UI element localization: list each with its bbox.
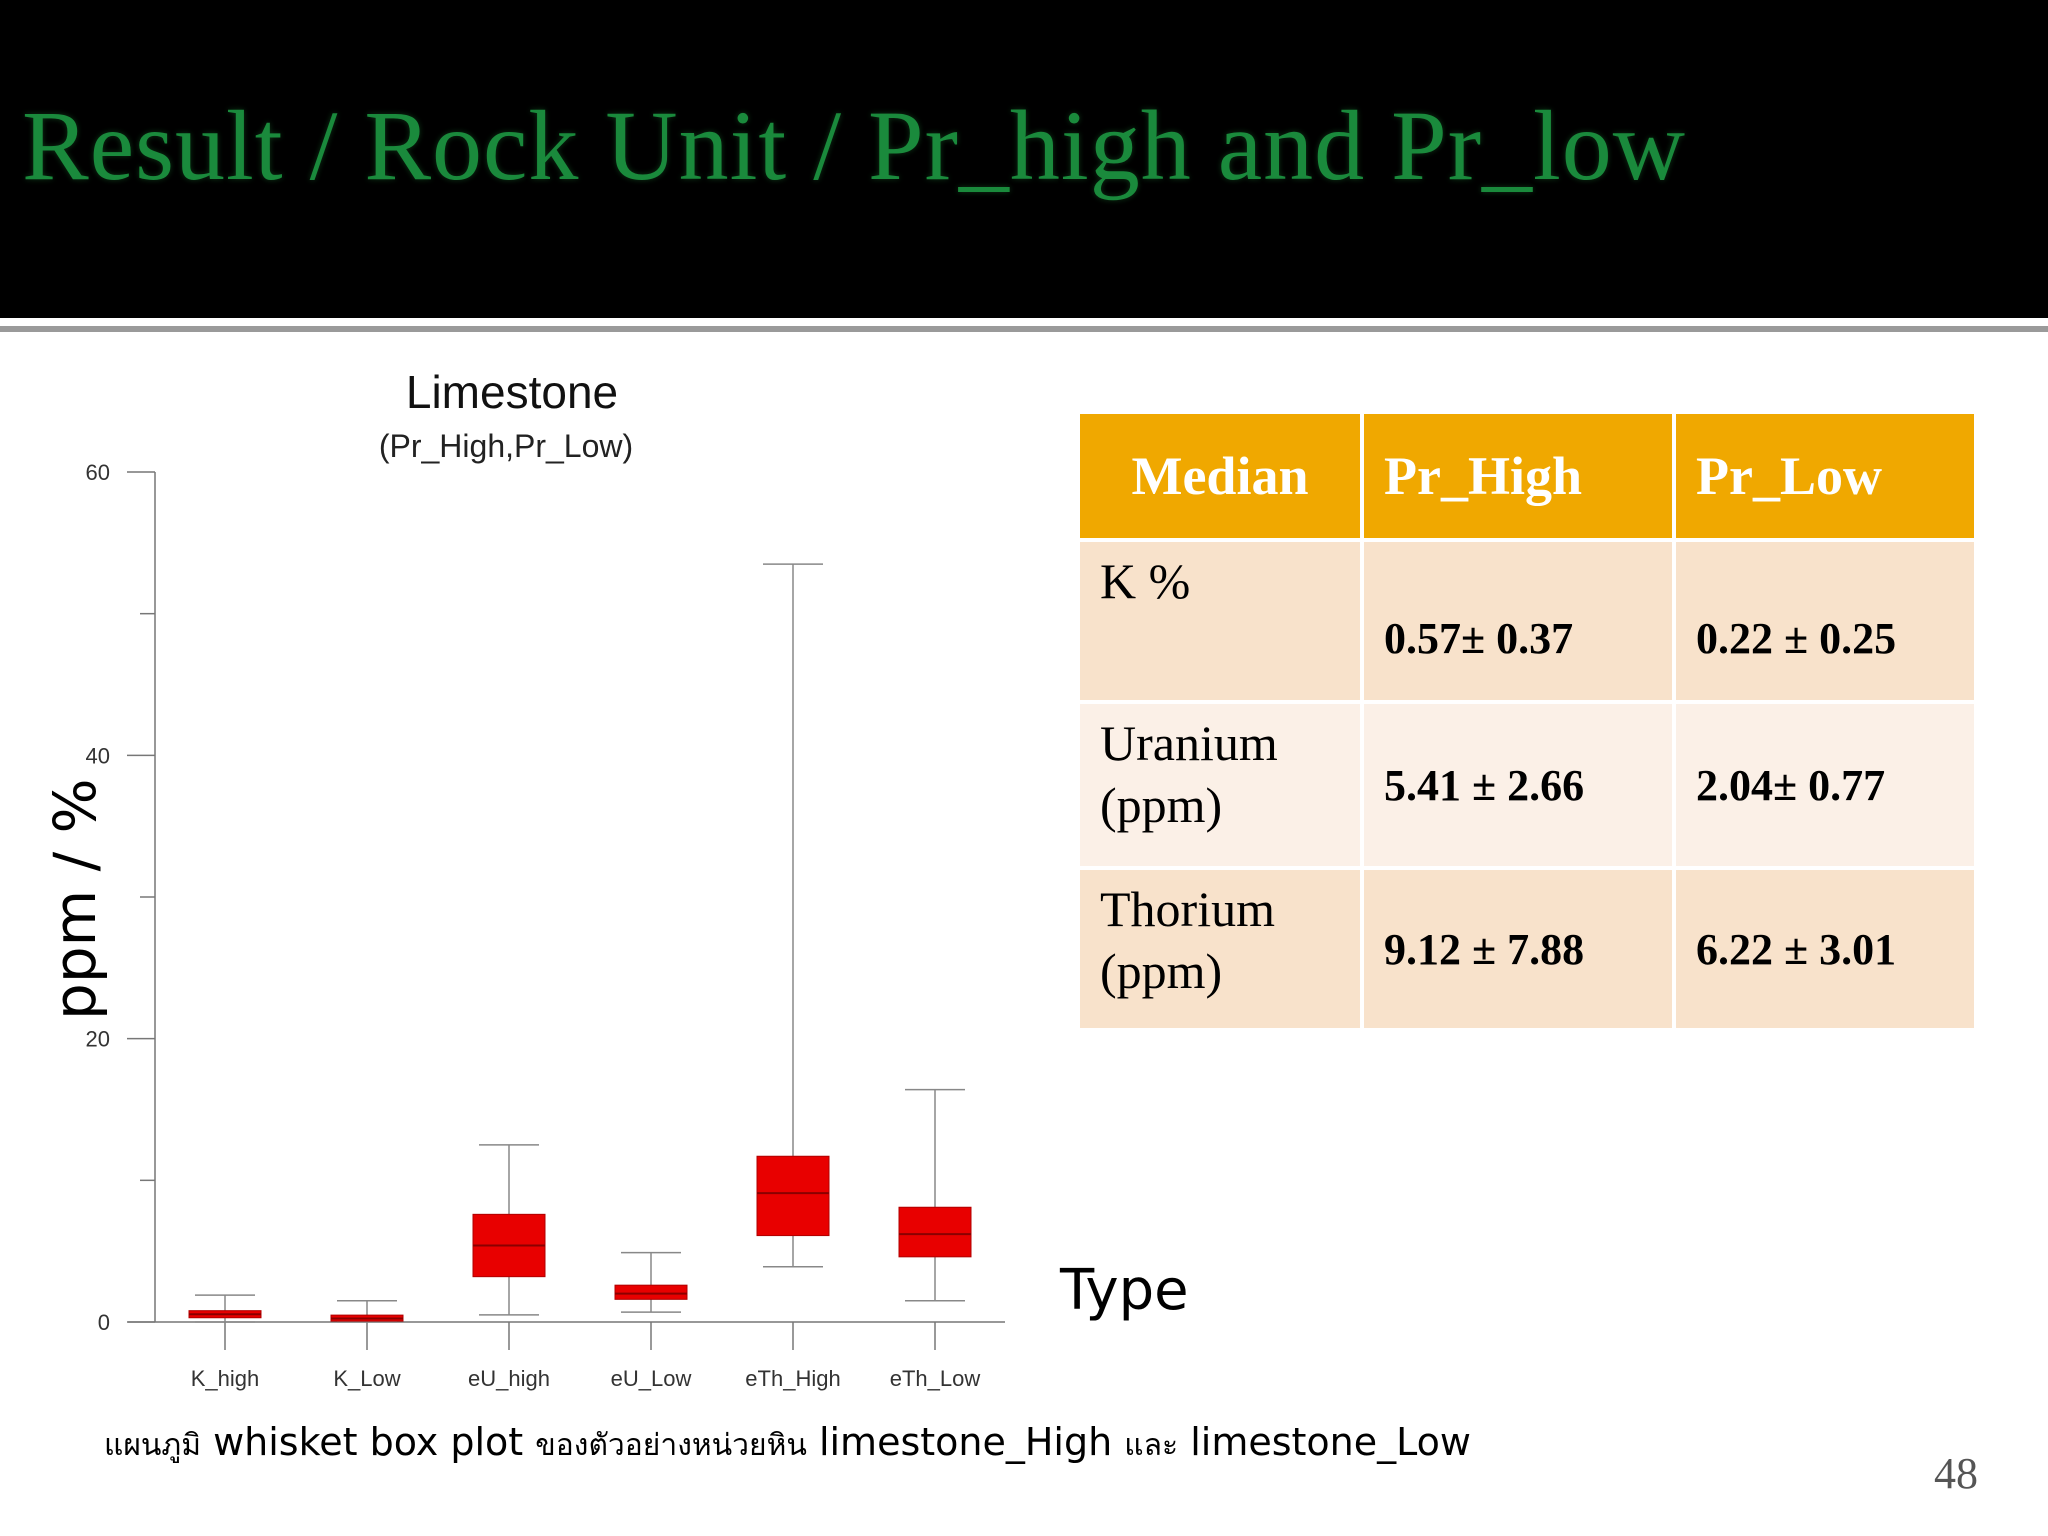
y-tick-label: 20 [86, 1027, 110, 1052]
box [756, 1155, 830, 1237]
y-tick-label: 0 [98, 1310, 110, 1335]
caption-part5: และ [1124, 1428, 1179, 1463]
y-tick-label: 60 [86, 460, 110, 485]
table-row: Uranium (ppm) 5.41 ± 2.66 2.04± 0.77 [1080, 704, 1974, 866]
cell-uranium-low: 2.04± 0.77 [1676, 704, 1974, 866]
x-tick-label: eU_high [468, 1366, 550, 1391]
box-group-k_high [188, 1294, 262, 1323]
axes: 0 20 40 60 K_high K_Low eU_high eU_Low eTh_High e… [86, 460, 1005, 1391]
box [614, 1284, 688, 1300]
cell-thorium-high: 9.12 ± 7.88 [1364, 870, 1672, 1028]
box-group-eth_low [898, 1088, 972, 1302]
header-pr-high: Pr_High [1364, 414, 1672, 538]
row-label-k: K % [1080, 542, 1360, 700]
row-label-thorium: Thorium (ppm) [1080, 870, 1360, 1028]
table-row: K % 0.57± 0.37 0.22 ± 0.25 [1080, 542, 1974, 700]
table-row: Thorium (ppm) 9.12 ± 7.88 6.22 ± 3.01 [1080, 870, 1974, 1028]
chart-subtitle: (Pr_High,Pr_Low) [379, 428, 633, 464]
row-label-line2: (ppm) [1100, 777, 1223, 833]
x-tick-label: K_Low [333, 1366, 400, 1391]
box-group-eu_high [472, 1144, 546, 1316]
row-label-line1: Uranium [1100, 715, 1278, 771]
caption-part6: limestone_Low [1178, 1420, 1471, 1464]
x-tick-label: K_high [191, 1366, 260, 1391]
row-label-line2: (ppm) [1100, 943, 1223, 999]
boxes [188, 563, 972, 1323]
title-bar: Result / Rock Unit / Pr_high and Pr_low [0, 0, 2048, 318]
box-group-k_low [330, 1300, 404, 1323]
table-header-row: Median Pr_High Pr_Low [1080, 414, 1974, 538]
caption-part2: whisket box plot [200, 1420, 536, 1464]
x-tick-label: eTh_Low [890, 1366, 981, 1391]
header-median: Median [1080, 414, 1360, 538]
cell-thorium-low: 6.22 ± 3.01 [1676, 870, 1974, 1028]
row-label-line1: K % [1100, 553, 1191, 609]
box [898, 1206, 972, 1258]
y-axis-label: ppm / % [41, 778, 109, 1020]
median-table: Median Pr_High Pr_Low K % 0.57± 0.37 0.2… [1076, 410, 1978, 1032]
caption-part3: ของตัวอย่างหน่วยหิน [535, 1428, 807, 1463]
page-number: 48 [1934, 1449, 1978, 1498]
box-plot-svg: Limestone (Pr_High,Pr_Low) 0 20 40 60 K_high… [86, 366, 1005, 1391]
cell-k-low: 0.22 ± 0.25 [1676, 542, 1974, 700]
slide-title: Result / Rock Unit / Pr_high and Pr_low [22, 90, 1686, 201]
x-tick-label: eTh_High [745, 1366, 840, 1391]
row-label-uranium: Uranium (ppm) [1080, 704, 1360, 866]
box-group-eth_high [756, 563, 830, 1268]
y-tick-label: 40 [86, 743, 110, 768]
caption-part4: limestone_High [806, 1420, 1125, 1464]
x-axis-label: Type [1060, 1258, 1189, 1323]
chart-title: Limestone [406, 366, 618, 418]
box-group-eu_low [614, 1251, 688, 1313]
header-pr-low: Pr_Low [1676, 414, 1974, 538]
figure-caption: แผนภูมิ whisket box plot ของตัวอย่างหน่ว… [104, 1420, 1471, 1469]
cell-uranium-high: 5.41 ± 2.66 [1364, 704, 1672, 866]
box-plot-chart: Limestone (Pr_High,Pr_Low) 0 20 40 60 K_high… [0, 340, 1020, 1400]
cell-k-high: 0.57± 0.37 [1364, 542, 1672, 700]
x-tick-label: eU_Low [611, 1366, 692, 1391]
title-divider [0, 326, 2048, 332]
caption-part1: แผนภูมิ [104, 1428, 201, 1463]
row-label-line1: Thorium [1100, 881, 1275, 937]
